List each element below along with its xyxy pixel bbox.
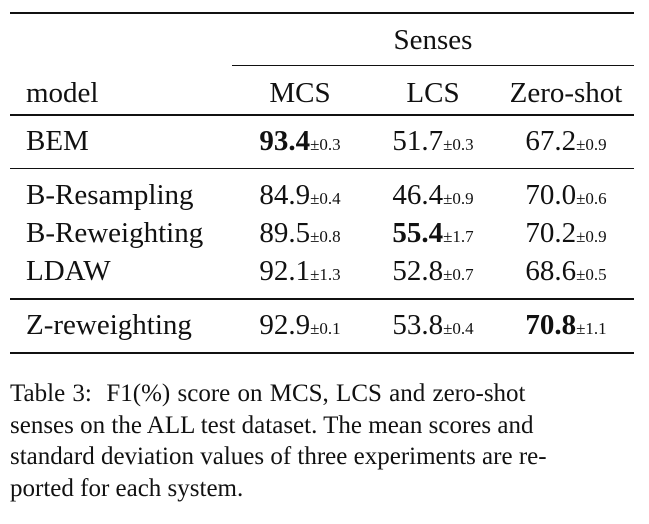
cell-value: 89.5 bbox=[259, 217, 311, 249]
cell-bem-mcs: 93.4±0.3 bbox=[232, 124, 368, 162]
row-model-b-resampling: B-Resampling bbox=[26, 179, 194, 211]
cell-value: 55.4 bbox=[392, 217, 444, 249]
cell-std: ±0.6 bbox=[576, 189, 607, 208]
cell-value: 52.8 bbox=[392, 255, 444, 287]
cell-value: 92.9 bbox=[259, 309, 311, 341]
cell-z-reweighting-zero-shot: 70.8±1.1 bbox=[498, 308, 634, 346]
cell-ldaw-lcs: 52.8±0.7 bbox=[368, 254, 498, 292]
senses-group-header: Senses bbox=[393, 24, 473, 56]
cell-std: ±1.3 bbox=[310, 265, 341, 284]
group-separator-rule-1 bbox=[10, 168, 634, 169]
cell-value: 53.8 bbox=[392, 309, 444, 341]
cell-b-resampling-mcs: 84.9±0.4 bbox=[232, 178, 368, 216]
cell-value: 70.2 bbox=[525, 217, 577, 249]
row-model-b-reweighting: B-Reweighting bbox=[26, 217, 204, 249]
cell-std: ±0.1 bbox=[310, 319, 341, 338]
cell-bem-zero-shot: 67.2±0.9 bbox=[498, 124, 634, 162]
row-model-bem: BEM bbox=[26, 125, 89, 157]
cell-b-reweighting-mcs: 89.5±0.8 bbox=[232, 216, 368, 254]
cell-ldaw-mcs: 92.1±1.3 bbox=[232, 254, 368, 292]
cell-std: ±0.4 bbox=[310, 189, 341, 208]
cell-value: 93.4 bbox=[259, 125, 311, 157]
row-model-ldaw: LDAW bbox=[26, 255, 111, 287]
cell-std: ±0.9 bbox=[576, 227, 607, 246]
cell-z-reweighting-mcs: 92.9±0.1 bbox=[232, 308, 368, 346]
header-rule bbox=[10, 114, 634, 116]
cell-std: ±0.7 bbox=[443, 265, 474, 284]
cell-std: ±0.8 bbox=[310, 227, 341, 246]
caption-line: Table 3: F1(%) score on MCS, LCS and zer… bbox=[10, 380, 526, 407]
row-model-z-reweighting: Z-reweighting bbox=[26, 309, 192, 341]
cell-std: ±0.3 bbox=[310, 135, 341, 154]
column-header-mcs: MCS bbox=[269, 77, 331, 109]
cell-value: 68.6 bbox=[525, 255, 577, 287]
group-header-rule bbox=[232, 65, 634, 66]
cell-b-reweighting-zero-shot: 70.2±0.9 bbox=[498, 216, 634, 254]
caption-line: ported for each system. bbox=[10, 474, 244, 502]
cell-value: 92.1 bbox=[259, 255, 311, 287]
cell-value: 67.2 bbox=[525, 125, 577, 157]
cell-std: ±0.4 bbox=[443, 319, 474, 338]
cell-b-resampling-zero-shot: 70.0±0.6 bbox=[498, 178, 634, 216]
column-header-zero-shot: Zero-shot bbox=[509, 77, 623, 109]
cell-std: ±1.7 bbox=[443, 227, 474, 246]
cell-ldaw-zero-shot: 68.6±0.5 bbox=[498, 254, 634, 292]
cell-std: ±0.9 bbox=[443, 189, 474, 208]
caption-line: senses on the ALL test dataset. The mean… bbox=[10, 411, 534, 439]
cell-std: ±0.5 bbox=[576, 265, 607, 284]
cell-value: 70.0 bbox=[525, 179, 577, 211]
cell-b-reweighting-lcs: 55.4±1.7 bbox=[368, 216, 498, 254]
cell-bem-lcs: 51.7±0.3 bbox=[368, 124, 498, 162]
cell-b-resampling-lcs: 46.4±0.9 bbox=[368, 178, 498, 216]
group-separator-rule-2 bbox=[10, 298, 634, 300]
cell-value: 46.4 bbox=[392, 179, 444, 211]
cell-std: ±0.3 bbox=[443, 135, 474, 154]
cell-value: 70.8 bbox=[525, 309, 577, 341]
cell-std: ±1.1 bbox=[576, 319, 607, 338]
table-caption: Table 3: F1(%) score on MCS, LCS and zer… bbox=[10, 378, 627, 504]
table-top-rule bbox=[10, 12, 634, 14]
cell-z-reweighting-lcs: 53.8±0.4 bbox=[368, 308, 498, 346]
cell-std: ±0.9 bbox=[576, 135, 607, 154]
cell-value: 84.9 bbox=[259, 179, 311, 211]
table-bottom-rule bbox=[10, 352, 634, 354]
caption-line: standard deviation values of three exper… bbox=[10, 443, 547, 470]
column-header-lcs: LCS bbox=[406, 77, 460, 109]
cell-value: 51.7 bbox=[392, 125, 444, 157]
column-header-model: model bbox=[26, 77, 99, 109]
